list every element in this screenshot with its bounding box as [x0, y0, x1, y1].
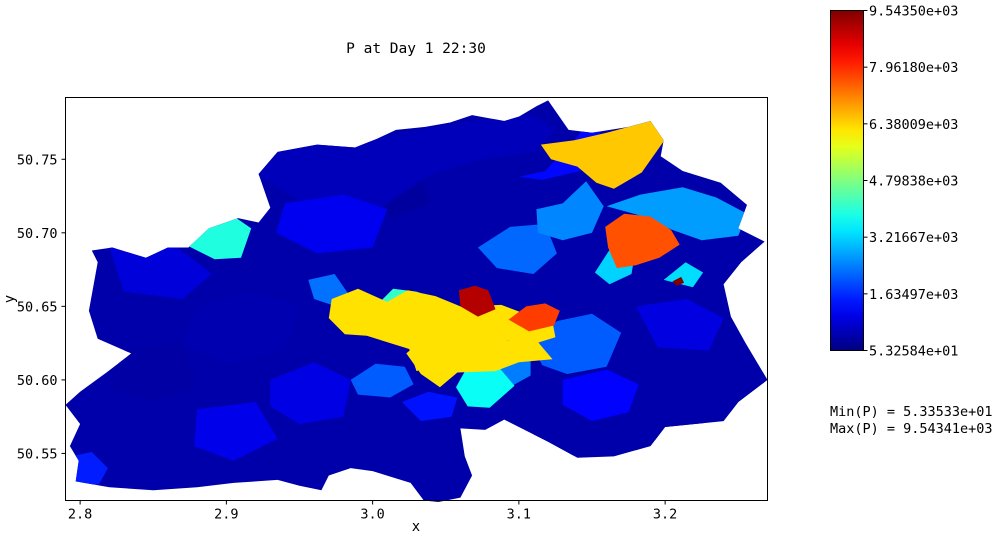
region-1 — [406, 338, 553, 388]
x-tick-label: 2.9 — [214, 507, 238, 523]
x-tick-label: 3.1 — [507, 507, 531, 523]
colorbar: 5.32584e+01 1.63497e+03 3.21667e+03 4.79838… — [830, 4, 958, 360]
region-26 — [635, 299, 724, 351]
colorbar-tick-label: 5.32584e+01 — [869, 344, 958, 360]
region-30 — [533, 379, 765, 457]
plot-frame — [65, 97, 768, 501]
region-19 — [71, 452, 108, 486]
region-15 — [477, 224, 557, 274]
y-tick-label: 50.55 — [17, 446, 58, 462]
region-27 — [194, 402, 278, 461]
colorbar-ticks: 5.32584e+01 1.63497e+03 3.21667e+03 4.79838… — [863, 4, 958, 360]
region-6 — [672, 276, 685, 286]
colorbar-tick-label: 3.21667e+03 — [869, 230, 958, 246]
colorbar-tick-label: 1.63497e+03 — [869, 287, 958, 303]
region-22 — [276, 194, 388, 254]
region-29 — [182, 291, 300, 366]
y-tick-label: 50.70 — [17, 226, 58, 242]
max-stat: Max(P) = 9.54341e+03 — [830, 421, 993, 437]
region-4 — [508, 303, 560, 332]
region-23 — [270, 362, 351, 424]
y-axis-label: y — [2, 295, 18, 303]
region-20 — [401, 391, 458, 422]
colorbar-gradient — [830, 10, 864, 351]
colorbar-tick-label: 6.38009e+03 — [869, 117, 958, 133]
x-axis-label: x — [412, 519, 420, 535]
colorbar-tick-label: 7.96180e+03 — [869, 60, 958, 76]
y-axis: 50.55 50.60 50.65 50.70 50.75 — [17, 152, 66, 462]
region-12 — [606, 187, 747, 241]
region-25 — [109, 240, 212, 299]
y-tick-label: 50.65 — [17, 299, 58, 315]
colorbar-tick-label: 9.54350e+03 — [869, 4, 958, 20]
region-2 — [540, 121, 667, 189]
region-24 — [562, 369, 639, 422]
colorbar-tick-label: 4.79838e+03 — [869, 173, 958, 189]
region-5 — [458, 285, 496, 317]
region-17 — [350, 363, 414, 398]
x-axis: 2.8 2.9 3.0 3.1 3.2 — [68, 500, 677, 523]
chart-title: P at Day 1 22:30 — [346, 41, 486, 57]
x-tick-label: 3.2 — [653, 507, 677, 523]
region-13 — [536, 181, 604, 241]
y-tick-label: 50.75 — [17, 152, 58, 168]
min-stat: Min(P) = 5.33533e+01 — [830, 404, 993, 420]
x-tick-label: 2.8 — [68, 507, 92, 523]
y-tick-label: 50.60 — [17, 373, 58, 389]
region-0 — [328, 288, 556, 372]
plot-area — [65, 97, 768, 503]
stats-box: Min(P) = 5.33533e+01 Max(P) = 9.54341e+03 — [830, 404, 993, 438]
region-3 — [605, 213, 680, 269]
region-31 — [109, 343, 198, 402]
region-9 — [456, 363, 515, 408]
x-tick-label: 3.0 — [360, 507, 384, 523]
